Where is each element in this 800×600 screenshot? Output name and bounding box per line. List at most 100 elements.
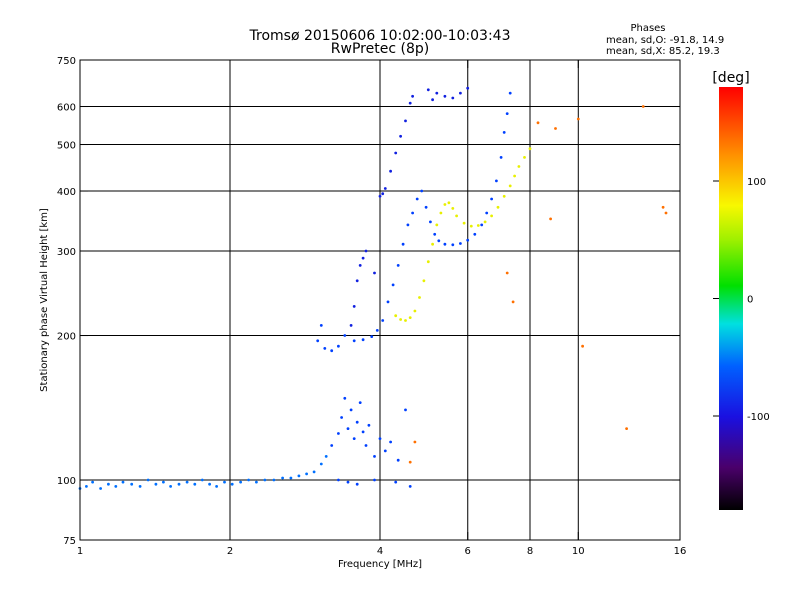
data-point <box>247 478 251 482</box>
data-point <box>355 482 359 486</box>
data-point <box>373 478 376 482</box>
data-point <box>169 485 173 488</box>
data-point <box>297 474 301 478</box>
data-point <box>459 242 462 245</box>
data-point <box>415 197 419 201</box>
data-point <box>138 485 142 488</box>
data-point <box>177 482 181 486</box>
data-point <box>554 127 557 130</box>
data-point <box>447 201 451 205</box>
data-point <box>451 96 455 100</box>
y-tick-label: 400 <box>57 187 76 198</box>
data-point <box>549 217 552 221</box>
data-point <box>435 223 439 227</box>
data-point <box>324 455 328 458</box>
data-point <box>408 316 412 319</box>
data-point <box>451 207 455 210</box>
colorbar-tick-label: -100 <box>747 412 770 423</box>
data-point <box>121 480 125 484</box>
data-point <box>581 344 584 348</box>
x-tick-label: 1 <box>77 546 83 557</box>
y-tick-label: 200 <box>57 332 76 343</box>
data-point <box>462 221 466 225</box>
data-point <box>391 283 395 287</box>
data-point <box>352 437 356 440</box>
data-point <box>373 271 376 275</box>
data-point <box>281 476 284 480</box>
data-point <box>528 147 532 151</box>
data-point <box>370 335 374 338</box>
grid-lines <box>80 60 680 540</box>
y-tick-label: 100 <box>57 476 76 487</box>
data-point <box>154 482 158 486</box>
colorbar <box>719 87 743 510</box>
data-point <box>406 223 410 227</box>
data-point <box>337 344 340 348</box>
data-point <box>378 437 382 440</box>
data-point <box>373 455 376 458</box>
y-axis-label: Stationary phase Virtual Height [km] <box>39 208 50 392</box>
data-point <box>349 408 353 412</box>
data-points <box>78 86 668 490</box>
data-point <box>255 480 258 484</box>
data-point <box>208 482 212 486</box>
data-point <box>411 94 414 98</box>
data-point <box>511 300 515 304</box>
data-point <box>413 309 417 313</box>
data-point <box>490 214 493 218</box>
data-point <box>358 264 362 267</box>
data-point <box>337 478 340 482</box>
data-point <box>496 205 500 209</box>
data-point <box>361 430 365 434</box>
data-point <box>355 420 359 424</box>
data-point <box>319 462 323 466</box>
colorbar-label: [deg] <box>712 70 749 86</box>
data-point <box>536 121 540 125</box>
data-point <box>343 334 347 337</box>
data-point <box>361 256 365 260</box>
data-point <box>375 329 379 332</box>
data-point <box>490 197 493 201</box>
data-point <box>99 487 102 490</box>
data-point <box>316 339 320 343</box>
phases-x-mode-stats: mean, sd,X: 85.2, 19.3 <box>606 46 720 57</box>
data-point <box>408 485 412 488</box>
data-point <box>404 408 407 412</box>
data-point <box>411 211 414 215</box>
x-axis-label: Frequency [MHz] <box>338 559 422 570</box>
data-point <box>404 319 407 322</box>
axis-ticks: 1 2 4 6 8 10 16 75 100 200 300 400 500 600 750 <box>57 56 686 557</box>
phases-o-mode-stats: mean, sd,O: -91.8, 14.9 <box>606 35 724 46</box>
data-point <box>394 151 398 155</box>
y-tick-label: 300 <box>57 247 76 258</box>
data-point <box>661 205 665 209</box>
data-point <box>305 472 308 476</box>
y-tick-label: 600 <box>57 103 76 114</box>
data-point <box>396 264 400 267</box>
colorbar-tick-label: 0 <box>747 295 753 306</box>
data-point <box>420 189 424 193</box>
data-point <box>223 480 226 484</box>
data-point <box>466 86 470 90</box>
data-point <box>215 485 219 488</box>
data-point <box>431 98 434 102</box>
data-point <box>424 205 428 209</box>
data-point <box>330 349 334 353</box>
x-tick-label: 2 <box>227 546 233 557</box>
data-point <box>508 91 512 95</box>
data-point <box>230 482 234 486</box>
data-point <box>429 220 432 224</box>
data-point <box>466 238 470 242</box>
data-point <box>319 324 323 327</box>
chart-subtitle: RwPretec (8p) <box>331 41 429 57</box>
data-point <box>349 324 353 327</box>
data-point <box>476 224 480 227</box>
data-point <box>437 239 441 243</box>
data-point <box>394 480 398 484</box>
data-point <box>499 156 503 159</box>
data-point <box>162 480 165 484</box>
x-tick-label: 16 <box>674 546 687 557</box>
data-point <box>200 478 204 482</box>
data-point <box>439 211 443 215</box>
